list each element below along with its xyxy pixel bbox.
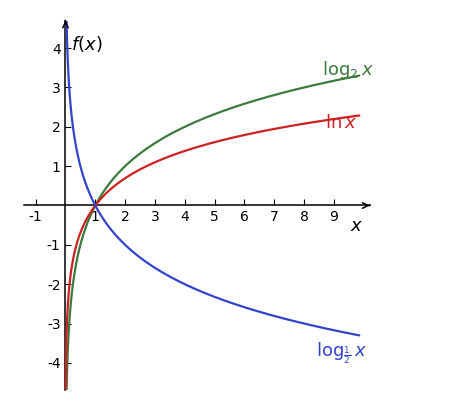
Text: $\ln x$: $\ln x$: [325, 114, 357, 132]
Text: $f(x)$: $f(x)$: [71, 35, 102, 54]
Text: $\log_2 x$: $\log_2 x$: [322, 59, 374, 81]
Text: $\log_{\frac{1}{2}} x$: $\log_{\frac{1}{2}} x$: [316, 340, 367, 366]
Text: $x$: $x$: [350, 217, 364, 235]
